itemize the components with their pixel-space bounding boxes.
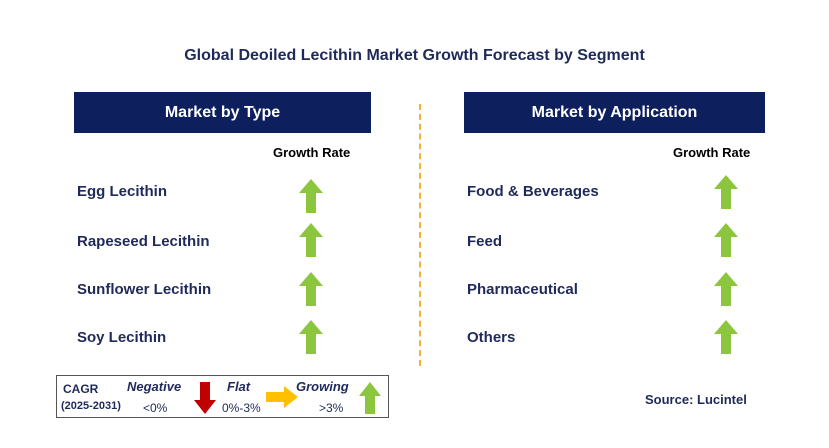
source-label: Source: Lucintel — [645, 392, 747, 407]
up-arrow-icon — [299, 179, 323, 213]
right-growth-rate-label: Growth Rate — [673, 145, 751, 160]
up-arrow-icon — [359, 382, 381, 414]
up-arrow-icon — [714, 175, 738, 209]
left-row-label-1: Egg Lecithin — [77, 183, 167, 200]
legend-flat-label: Flat — [227, 379, 251, 394]
up-arrow-icon — [714, 272, 738, 306]
right-arrow-icon — [266, 386, 298, 408]
legend-growing-label: Growing — [296, 379, 349, 394]
up-arrow-icon — [714, 320, 738, 354]
left-row-label-3: Sunflower Lecithin — [77, 281, 212, 298]
right-row-label-1: Food & Beverages — [467, 183, 599, 200]
right-panel-header: Market by Application — [464, 92, 765, 133]
legend-flat-value: 0%-3% — [222, 401, 261, 415]
left-row-label-4: Soy Lecithin — [77, 329, 167, 346]
right-row-label-2: Feed — [467, 233, 503, 250]
panel-divider — [419, 104, 421, 366]
left-growth-rate-label: Growth Rate — [273, 145, 351, 160]
legend-period-label: (2025-2031) — [61, 400, 121, 412]
down-arrow-icon — [194, 382, 216, 414]
left-row-label-2: Rapeseed Lecithin — [77, 233, 210, 250]
right-row-label-4: Others — [467, 329, 516, 346]
chart-title: Global Deoiled Lecithin Market Growth Fo… — [184, 47, 645, 64]
right-row-label-3: Pharmaceutical — [467, 281, 578, 298]
up-arrow-icon — [299, 320, 323, 354]
legend-negative-label: Negative — [127, 379, 182, 394]
up-arrow-icon — [299, 223, 323, 257]
left-panel-header: Market by Type — [74, 92, 371, 133]
legend-growing-value: >3% — [319, 401, 344, 415]
up-arrow-icon — [714, 223, 738, 257]
legend-negative-value: <0% — [143, 401, 168, 415]
cagr-legend: CAGR (2025-2031) Negative <0% Flat 0%-3%… — [56, 375, 389, 418]
legend-cagr-label: CAGR — [63, 382, 99, 396]
up-arrow-icon — [299, 272, 323, 306]
